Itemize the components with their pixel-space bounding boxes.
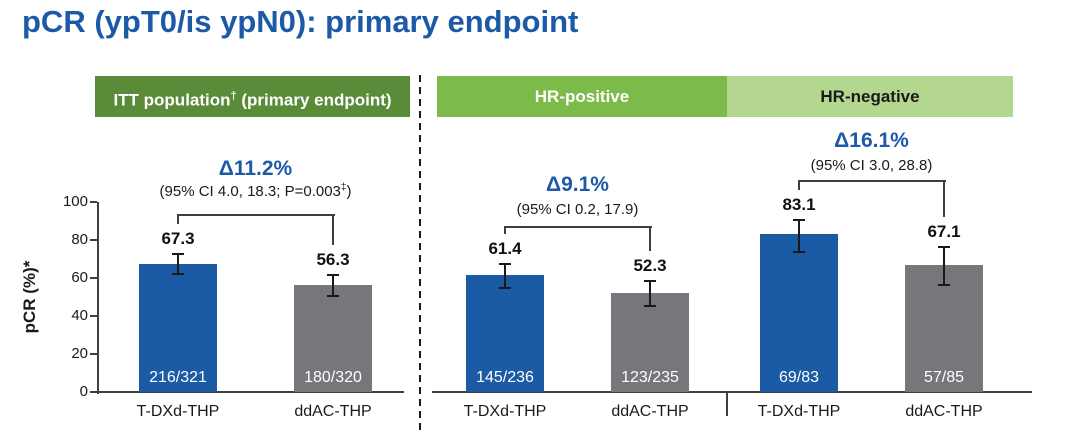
y-axis-tick bbox=[90, 391, 97, 393]
double-dagger-superscript: ‡ bbox=[340, 182, 347, 193]
comparison-bracket-leg bbox=[177, 214, 179, 225]
error-bar-cap-bottom bbox=[793, 251, 805, 254]
ci-label: (95% CI 3.0, 28.8) bbox=[727, 156, 1017, 174]
error-bar-line bbox=[177, 254, 179, 275]
ci-label-text: (95% CI 3.0, 28.8) bbox=[810, 157, 933, 174]
x-axis-line bbox=[432, 391, 1032, 393]
y-tick-label: 0 bbox=[79, 383, 88, 400]
value-label: 56.3 bbox=[316, 250, 350, 270]
error-bar-cap-top bbox=[172, 253, 184, 256]
panel-header-hr-negative-text: HR-negative bbox=[820, 87, 920, 106]
delta-label: Δ9.1% bbox=[546, 173, 609, 196]
ci-label-text: (95% CI 0.2, 17.9) bbox=[516, 201, 639, 218]
count-label: 57/85 bbox=[923, 369, 965, 386]
panel-header-hr-positive: HR-positive bbox=[437, 76, 727, 117]
y-tick-label: 20 bbox=[71, 345, 88, 362]
bar bbox=[611, 292, 689, 392]
y-axis-title: pCR (%)* bbox=[20, 260, 39, 334]
value-label: 61.4 bbox=[488, 238, 522, 258]
count-label: 123/235 bbox=[621, 369, 679, 386]
ci-label-text: (95% CI 4.0, 18.3; P=0.003 bbox=[159, 183, 341, 200]
error-bar-line bbox=[332, 275, 334, 297]
comparison-bracket bbox=[178, 214, 335, 216]
value-label: 83.1 bbox=[782, 195, 816, 215]
ci-label: (95% CI 4.0, 18.3; P=0.003‡) bbox=[111, 182, 401, 200]
error-bar-line bbox=[943, 246, 945, 285]
slide-title: pCR (ypT0/is ypN0): primary endpoint bbox=[22, 4, 579, 39]
y-tick-label: 80 bbox=[71, 231, 88, 248]
comparison-bracket-leg bbox=[504, 226, 506, 234]
y-tick-label: 100 bbox=[62, 193, 88, 210]
count-label: 69/83 bbox=[778, 369, 820, 386]
y-tick-label: 40 bbox=[71, 307, 88, 324]
error-bar-cap-bottom bbox=[172, 273, 184, 276]
group-divider-tick bbox=[726, 392, 728, 416]
y-axis-tick bbox=[90, 239, 97, 241]
error-bar-line bbox=[504, 263, 506, 288]
panel-header-hr-negative: HR-negative bbox=[727, 76, 1013, 117]
bar bbox=[466, 275, 544, 392]
value-label: 67.1 bbox=[927, 221, 961, 241]
error-bar-cap-top bbox=[793, 219, 805, 222]
y-axis-line bbox=[97, 202, 99, 394]
x-axis-label: T-DXd-THP bbox=[463, 403, 547, 420]
error-bar-cap-top bbox=[499, 262, 511, 265]
error-bar-cap-top bbox=[644, 279, 656, 282]
error-bar-cap-top bbox=[327, 274, 339, 277]
bar bbox=[294, 285, 372, 392]
panel-header-itt: ITT population† (primary endpoint) bbox=[95, 76, 410, 117]
ci-label-suffix: ) bbox=[346, 183, 352, 200]
error-bar-cap-bottom bbox=[938, 283, 950, 286]
panel-header-hr-positive-text: HR-positive bbox=[534, 87, 630, 106]
y-axis-tick bbox=[90, 315, 97, 317]
bar bbox=[905, 264, 983, 392]
error-bar-line bbox=[649, 280, 651, 306]
dashed-separator-line bbox=[419, 75, 421, 431]
error-bar-cap-bottom bbox=[499, 286, 511, 289]
delta-label: Δ16.1% bbox=[834, 129, 909, 152]
error-bar-cap-top bbox=[938, 245, 950, 248]
error-bar-line bbox=[798, 220, 800, 253]
x-axis-label: ddAC-THP bbox=[294, 403, 372, 420]
count-label: 216/321 bbox=[149, 369, 207, 386]
bar bbox=[139, 264, 217, 392]
error-bar-cap-bottom bbox=[327, 295, 339, 298]
ci-label: (95% CI 0.2, 17.9) bbox=[433, 200, 723, 218]
y-axis-tick bbox=[90, 201, 97, 203]
bar bbox=[760, 234, 838, 392]
comparison-bracket-leg bbox=[943, 180, 945, 217]
y-axis-tick bbox=[90, 353, 97, 355]
y-tick-label: 60 bbox=[71, 269, 88, 286]
comparison-bracket-leg bbox=[649, 226, 651, 251]
y-axis-tick bbox=[90, 277, 97, 279]
count-label: 145/236 bbox=[476, 369, 534, 386]
comparison-bracket-leg bbox=[332, 214, 334, 246]
dagger-superscript: † bbox=[230, 90, 237, 102]
error-bar-cap-bottom bbox=[644, 304, 656, 307]
delta-label: Δ11.2% bbox=[218, 157, 293, 180]
x-axis-label: T-DXd-THP bbox=[757, 403, 841, 420]
x-axis-label: T-DXd-THP bbox=[136, 403, 220, 420]
x-axis-label: ddAC-THP bbox=[611, 403, 689, 420]
value-label: 67.3 bbox=[161, 229, 195, 249]
panel-header-itt-suffix: (primary endpoint) bbox=[236, 90, 392, 110]
x-axis-label: ddAC-THP bbox=[905, 403, 983, 420]
comparison-bracket bbox=[799, 180, 946, 182]
count-label: 180/320 bbox=[304, 369, 362, 386]
comparison-bracket-leg bbox=[798, 180, 800, 191]
x-axis-line bbox=[97, 391, 404, 393]
value-label: 52.3 bbox=[633, 255, 667, 275]
panel-header-itt-text: ITT population bbox=[113, 90, 231, 110]
comparison-bracket bbox=[505, 226, 652, 228]
